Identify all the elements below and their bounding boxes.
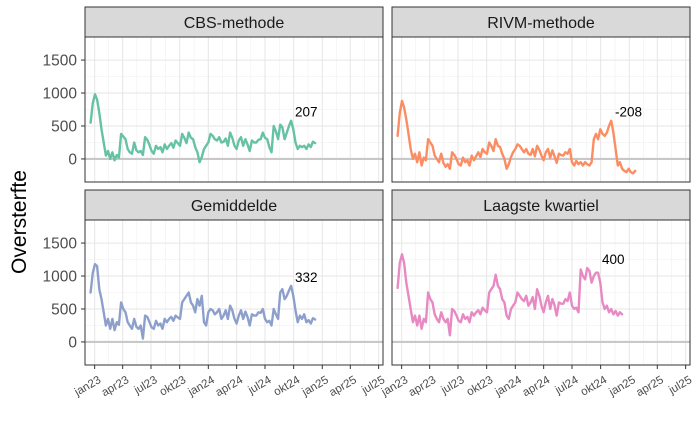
y-tick-label: 1500 (43, 236, 78, 253)
y-tick-label: 0 (68, 151, 77, 168)
x-tick-label: jul23 (439, 374, 467, 397)
panel-border (391, 219, 691, 366)
y-tick-label: 0 (68, 334, 77, 351)
x-tick-label: okt23 (465, 374, 495, 398)
y-tick-label: 500 (51, 118, 77, 135)
series-line (89, 93, 317, 164)
series-line (396, 253, 624, 337)
end-value-label: 207 (295, 105, 318, 120)
panel-border (391, 36, 691, 183)
strip-title: RIVM-methode (487, 15, 595, 32)
x-tick-label: jul24 (553, 374, 581, 397)
panel-rivm-methode: RIVM-methode -208 (391, 6, 691, 183)
x-tick-label: apr25 (327, 374, 358, 399)
strip-background (84, 6, 384, 38)
y-tick-label: 1000 (43, 269, 78, 286)
x-tick-label: jul25 (666, 374, 694, 397)
strip-title: Laagste kwartiel (483, 198, 599, 215)
x-tick-label: jan25 (300, 374, 331, 399)
panel-border (84, 36, 384, 183)
x-tick-label: jul23 (132, 374, 160, 397)
x-tick-label: okt23 (158, 374, 188, 398)
x-tick-label: apr24 (521, 374, 553, 399)
x-tick-label: jan23 (379, 374, 410, 399)
end-value-label: 332 (295, 270, 318, 285)
x-tick-label: jan25 (607, 374, 638, 399)
end-value-label: 400 (602, 252, 625, 267)
x-tick-label: apr23 (100, 374, 131, 399)
x-tick-label: okt24 (272, 374, 303, 399)
y-tick-label: 500 (51, 301, 77, 318)
series-line (89, 263, 317, 340)
end-value-label: -208 (615, 105, 642, 120)
x-tick-label: jan24 (493, 374, 525, 399)
panels: CBS-methode 207 0 500 1000 1500 RIVM-methode -2… (43, 6, 694, 399)
x-tick-label: apr24 (214, 374, 246, 399)
strip-title: CBS-methode (184, 15, 285, 32)
x-tick-label: jan23 (72, 374, 103, 399)
panel-border (84, 219, 384, 366)
x-tick-label: apr25 (634, 374, 665, 399)
series-line (396, 99, 637, 175)
y-tick-label: 1000 (43, 86, 78, 103)
x-tick-label: apr23 (407, 374, 438, 399)
strip-title: Gemiddelde (191, 198, 277, 215)
x-tick-label: jan24 (186, 374, 218, 399)
panel-cbs-methode: CBS-methode 207 0 500 1000 1500 (43, 6, 384, 183)
y-axis-label: Oversterfte (8, 170, 31, 274)
y-tick-label: 1500 (43, 53, 78, 70)
x-tick-label: jul24 (246, 374, 274, 397)
x-tick-label: okt24 (579, 374, 610, 399)
strip-background (84, 189, 384, 221)
